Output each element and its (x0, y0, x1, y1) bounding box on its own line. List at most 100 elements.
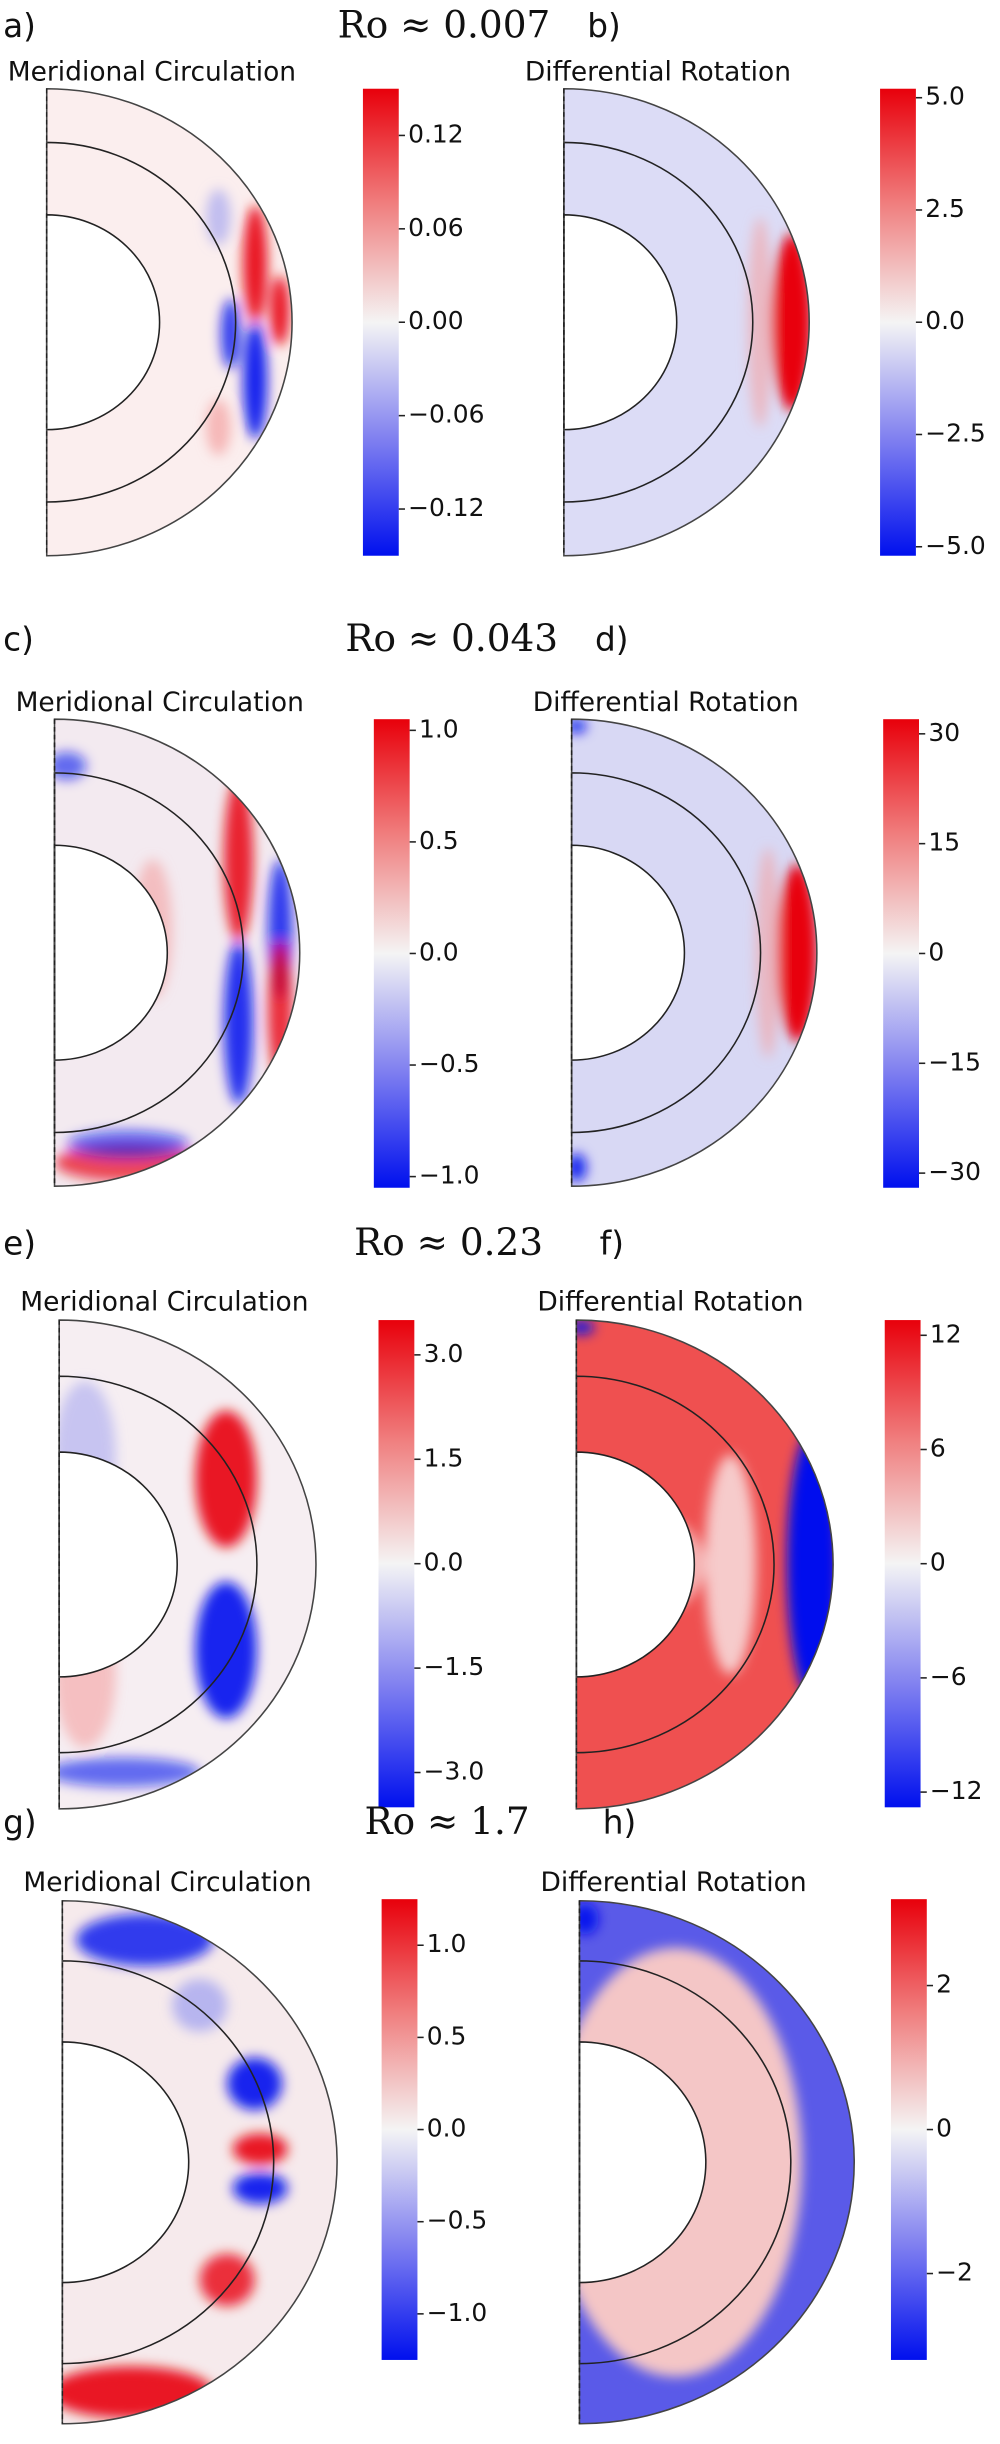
panel-label: g) (3, 1803, 37, 1841)
panel: c) Meridional Circulation 1.0 0.5 0.0 −0.5 −1.… (3, 620, 479, 1189)
core (58, 1451, 178, 1678)
core (578, 2041, 707, 2284)
colorbar-tick-label: 2.5 (925, 194, 965, 223)
colorbar-tick-label: −12 (930, 1776, 983, 1805)
mid-boundary (61, 1960, 275, 2365)
panel-label: f) (600, 1224, 624, 1262)
field-blob (232, 2172, 288, 2205)
field-blob (747, 217, 773, 428)
field-blob (59, 1757, 201, 1787)
outer-boundary (61, 1899, 338, 2425)
panel: f) Differential Rotation 12 6 0 −6 −12 (537, 1224, 983, 1810)
colorbar (373, 719, 410, 1188)
colorbar-tick-label: 5.0 (925, 82, 965, 111)
colorbar-tick-label: 0 (928, 937, 944, 966)
panel: e) Meridional Circulation 3.0 1.5 0.0 −1.5 −3.… (3, 1224, 485, 1810)
field-blob (704, 1454, 757, 1675)
field-blob (223, 941, 254, 1105)
field-blob (206, 399, 231, 456)
colorbar (890, 1899, 927, 2360)
colorbar (884, 1320, 921, 1808)
panel-label: a) (3, 7, 36, 45)
colorbar-tick-label: 0.5 (419, 826, 459, 855)
field-blob (571, 1153, 587, 1182)
colorbar-tick-label: −0.5 (419, 1049, 480, 1078)
panel: g) Meridional Circulation 1.0 0.5 0.0 −0.5 −1.… (3, 1803, 488, 2425)
field-blob (232, 2133, 288, 2165)
field-blob (195, 1581, 257, 1719)
colorbar-tick-label: 1.0 (427, 1929, 467, 1958)
colorbar-tick-label: −0.12 (408, 493, 484, 522)
field-blob (206, 189, 231, 246)
mid-boundary (578, 1960, 792, 2365)
field-blob (755, 847, 781, 1058)
field-blob (223, 777, 254, 942)
field-blob (772, 233, 810, 411)
field-blob (576, 1320, 595, 1335)
outer-boundary (53, 718, 301, 1187)
rossby-number: Ro ≈ 0.23 (354, 1220, 543, 1264)
field-blob (66, 1130, 190, 1159)
core (563, 214, 678, 431)
panel-label: c) (3, 620, 34, 658)
colorbar-tick-label: 0 (936, 2114, 952, 2143)
colorbar-tick-label: 0 (930, 1548, 946, 1577)
field-blob (195, 1410, 257, 1548)
field-blob (220, 298, 241, 369)
colorbar-tick-label: 6 (930, 1434, 946, 1463)
colorbar-tick-label: 0.0 (427, 2114, 467, 2143)
panel-label: b) (587, 7, 621, 45)
colorbar-tick-label: −1.5 (424, 1652, 485, 1681)
colorbar-tick-label: 0.12 (408, 119, 463, 148)
field-blob (579, 1903, 599, 1935)
field-blobs (206, 189, 290, 456)
panel-title: Meridional Circulation (20, 1286, 308, 1317)
panel-title: Differential Rotation (540, 1867, 806, 1898)
colorbar-tick-label: 2 (936, 1970, 952, 1999)
colorbar-tick-label: 0.06 (408, 213, 463, 242)
colorbar-tick-label: −1.0 (419, 1161, 480, 1190)
colorbar-tick-label: −6 (930, 1662, 967, 1691)
colorbar (883, 719, 920, 1188)
panel-label: e) (3, 1224, 36, 1262)
panel-label: h) (603, 1803, 636, 1841)
field-blob (571, 719, 587, 734)
colorbar-tick-label: −2 (936, 2258, 973, 2287)
outer-boundary (45, 87, 293, 557)
panel: a) Meridional Circulation 0.12 0.06 0.00 −0.0… (3, 7, 484, 557)
colorbar-tick-label: −1.0 (427, 2298, 488, 2327)
colorbar (381, 1899, 418, 2360)
panel-title: Meridional Circulation (23, 1867, 311, 1898)
panel-title: Differential Rotation (537, 1286, 803, 1317)
colorbar-tick-label: −5.0 (925, 531, 986, 560)
panel-title: Meridional Circulation (16, 687, 304, 718)
rossby-number: Ro ≈ 0.043 (345, 616, 558, 660)
rossby-number: Ro ≈ 0.007 (338, 3, 551, 47)
core (45, 214, 161, 431)
colorbar-tick-label: 3.0 (424, 1339, 464, 1368)
colorbar-tick-label: 0.5 (427, 2021, 467, 2050)
colorbar-tick-label: −0.5 (427, 2206, 488, 2235)
field-blob (242, 205, 268, 323)
colorbar (362, 88, 399, 556)
colorbar (378, 1320, 415, 1808)
panel-title: Meridional Circulation (8, 57, 296, 88)
field-blob (777, 863, 817, 1042)
panel-label: d) (595, 620, 629, 658)
mid-boundary (575, 1375, 775, 1754)
outer-boundary (578, 1899, 855, 2425)
outer-boundary (570, 718, 818, 1187)
field-blob (269, 275, 290, 346)
panel: b) Differential Rotation 5.0 2.5 0.0 −2.5 −5.0 (525, 7, 986, 560)
panel-title: Differential Rotation (533, 687, 799, 718)
panel-title: Differential Rotation (525, 57, 791, 88)
colorbar-tick-label: 12 (930, 1319, 962, 1348)
colorbar-tick-label: 30 (928, 718, 960, 747)
colorbar-tick-label: 1.5 (424, 1443, 464, 1472)
mid-boundary (45, 141, 237, 503)
core (61, 2041, 190, 2284)
rossby-number: Ro ≈ 1.7 (364, 1799, 529, 1843)
colorbar-tick-label: 0.0 (419, 937, 459, 966)
colorbar (880, 88, 916, 556)
